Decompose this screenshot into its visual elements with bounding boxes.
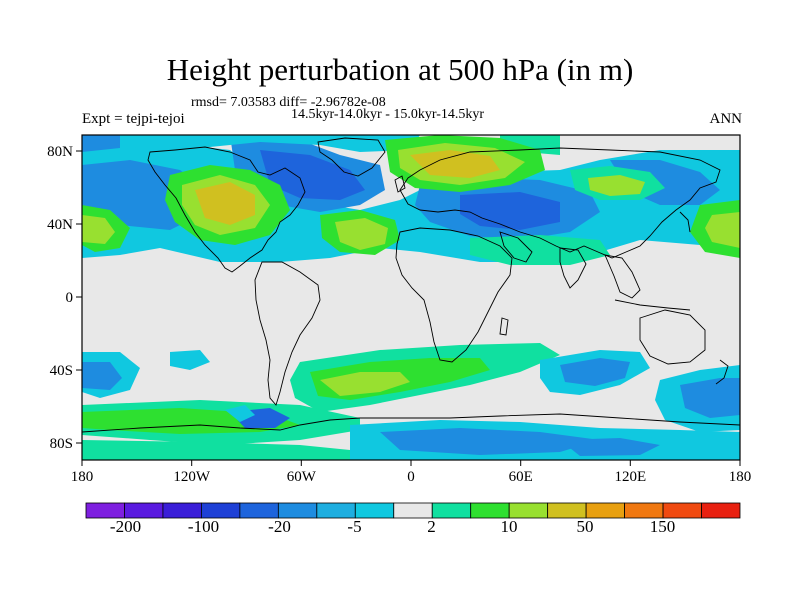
coast-north-america: [147, 146, 306, 273]
colorbar-labels: -200 -100 -20 -5 2 10 50 150: [110, 517, 675, 536]
colorbar-swatch: [162, 502, 202, 519]
coast-madagascar: [499, 317, 509, 336]
season-label: ANN: [709, 111, 743, 127]
lon-tick-label: 120E: [614, 469, 646, 485]
coast-new-zealand: [715, 359, 729, 385]
colorbar-label: -100: [188, 517, 219, 536]
lon-tick-label: 120W: [173, 469, 211, 485]
lat-tick-label: 40N: [47, 217, 73, 233]
coast-indonesia: [614, 299, 691, 311]
experiment-label: Expt = tejpi-tejoi: [82, 111, 185, 127]
colorbar-label: -200: [110, 517, 141, 536]
colorbar-label: -20: [268, 517, 291, 536]
colorbar-swatch: [85, 502, 125, 519]
colorbar-swatch: [662, 502, 702, 519]
coast-africa: [395, 227, 513, 363]
coast-greenland: [317, 137, 386, 177]
lat-tick-label: 80N: [47, 144, 73, 160]
colorbar-swatch: [624, 502, 664, 519]
coastlines: [82, 137, 740, 433]
colorbar-swatch: [277, 502, 318, 519]
colorbar-swatch: [239, 502, 279, 519]
colorbar: [85, 502, 741, 519]
coast-australia: [639, 309, 706, 365]
contour-field: [82, 135, 740, 460]
colorbar-swatch: [508, 502, 549, 519]
coast-japan: [679, 211, 691, 233]
lon-tick-label: 180: [71, 469, 94, 485]
lat-tick-label: 40S: [50, 363, 73, 379]
lon-tick-label: 180: [729, 469, 752, 485]
colorbar-label: 150: [650, 517, 676, 536]
lon-tick-label: 0: [407, 469, 415, 485]
coast-india: [559, 247, 587, 289]
lon-tick-label: 60W: [287, 469, 317, 485]
lon-tick-label: 60E: [509, 469, 533, 485]
colorbar-label: 10: [501, 517, 518, 536]
colorbar-label: -5: [347, 517, 361, 536]
colorbar-label: 2: [427, 517, 436, 536]
stats-line: rmsd= 7.03583 diff= -2.96782e-08: [191, 95, 386, 110]
lon-tick-marks: [81, 460, 741, 466]
colorbar-swatch: [547, 502, 587, 519]
lat-tick-label: 80S: [50, 436, 73, 452]
lat-tick-marks: [76, 150, 82, 444]
colorbar-swatch: [201, 502, 241, 519]
colorbar-swatch: [354, 502, 395, 519]
colorbar-swatch: [585, 502, 625, 519]
period-line: 14.5kyr-14.0kyr - 15.0kyr-14.5kyr: [291, 107, 485, 122]
coast-south-america: [254, 261, 321, 406]
coast-arabia: [499, 231, 533, 263]
colorbar-swatch: [701, 502, 741, 519]
coast-antarctica: [82, 413, 740, 433]
colorbar-swatch: [124, 502, 164, 519]
coast-se-asia: [604, 254, 641, 299]
coast-uk: [394, 175, 406, 193]
colorbar-swatch: [431, 502, 472, 519]
colorbar-label: 50: [577, 517, 594, 536]
colorbar-swatch: [316, 502, 356, 519]
coast-eurasia: [399, 147, 721, 259]
lat-tick-label: 0: [66, 290, 74, 306]
figure-title: Height perturbation at 500 hPa (in m): [166, 52, 634, 87]
colorbar-swatch: [393, 502, 433, 519]
colorbar-swatch: [470, 502, 510, 519]
